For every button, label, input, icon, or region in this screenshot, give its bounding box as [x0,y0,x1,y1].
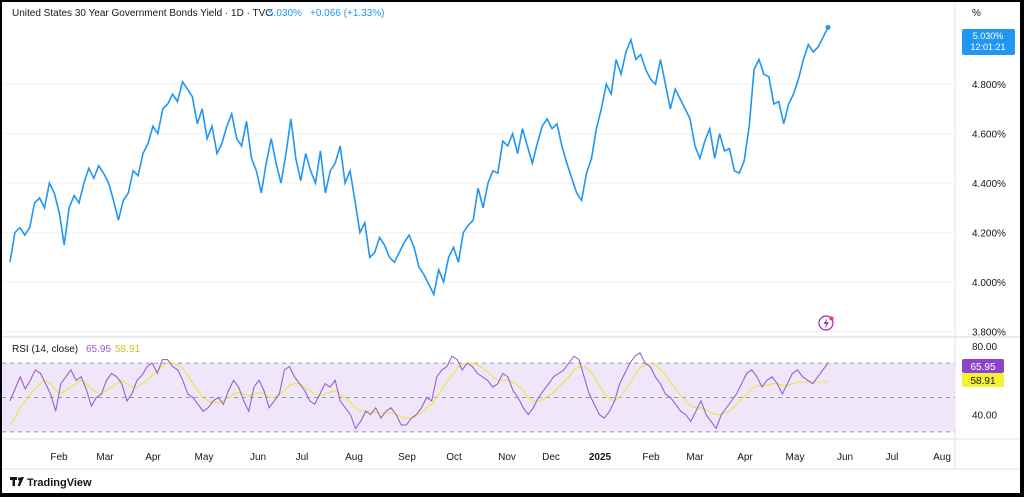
last-price-dot [825,24,831,30]
time-tick-label: Feb [642,452,660,463]
last-price-badge-countdown: 12:01:21 [970,42,1005,52]
rsi-ma-line[interactable] [9,362,828,426]
rsi-value-badge-text: 65.95 [970,362,995,373]
rsi-ma-badge-bg [962,373,1004,387]
price-tick-label: 4.400% [972,179,1006,190]
time-tick-label: Jul [296,452,309,463]
time-tick-label: May [195,452,214,463]
time-tick-label: Mar [686,452,704,463]
time-tick-label: 2025 [589,452,612,463]
rsi-ma-badge: 58.91 [962,373,1004,387]
rsi-ma-legend-value: 58.91 [115,344,140,355]
tradingview-logo-icon [10,477,24,486]
rsi-tick-label: 80.00 [972,342,997,353]
tradingview-logo[interactable]: TradingView [10,477,92,489]
price-tick-label: 4.600% [972,130,1006,141]
rsi-value-badge: 65.95 [962,359,1004,373]
time-tick-label: May [786,452,805,463]
price-axis[interactable]: 4.800% 4.600% 4.400% 4.200% 4.000% 3.800% [972,80,1006,338]
price-tick-label: 3.800% [972,328,1006,339]
price-tick-label: 4.000% [972,278,1006,289]
symbol-title[interactable]: United States 30 Year Government Bonds Y… [12,8,273,19]
rsi-value-badge-bg [962,359,1004,373]
rsi-line[interactable] [9,351,829,430]
time-tick-label: Aug [933,452,951,463]
price-series-line[interactable] [9,26,829,297]
time-tick-label: Mar [96,452,114,463]
rsi-tick-label: 40.00 [972,411,997,422]
lightning-alert-icon[interactable] [818,315,834,331]
time-tick-label: Apr [145,452,161,463]
time-tick-label: Aug [345,452,363,463]
price-unit-label: % [972,8,981,19]
time-tick-label: Jun [837,452,853,463]
time-tick-label: Jun [250,452,266,463]
price-change-label: +0.066 (+1.33%) [310,8,385,19]
rsi-ma-badge-text: 58.91 [970,376,995,387]
last-price-label: 5.030% [268,8,302,19]
time-tick-label: Dec [542,452,560,463]
time-tick-label: Sep [398,452,416,463]
time-tick-label: Jul [886,452,899,463]
last-price-badge-value: 5.030% [973,31,1004,41]
time-tick-label: Oct [446,452,462,463]
time-axis[interactable]: Feb Mar Apr May Jun Jul Aug Sep Oct Nov Dec 2025 Feb… [50,452,951,463]
tradingview-logo-text: TradingView [27,477,92,489]
rsi-axis[interactable]: 80.00 40.00 [972,342,997,422]
last-price-badge-bg [962,29,1015,55]
price-tick-label: 4.200% [972,229,1006,240]
last-price-badge: 5.030% 12:01:21 [962,29,1015,55]
rsi-legend-label[interactable]: RSI (14, close) [12,344,78,355]
price-tick-label: 4.800% [972,80,1006,91]
price-grid [2,83,955,333]
rsi-legend-value: 65.95 [86,344,111,355]
time-tick-label: Feb [50,452,68,463]
rsi-level-lines [2,362,955,433]
time-tick-label: Apr [737,452,753,463]
time-tick-label: Nov [498,452,516,463]
